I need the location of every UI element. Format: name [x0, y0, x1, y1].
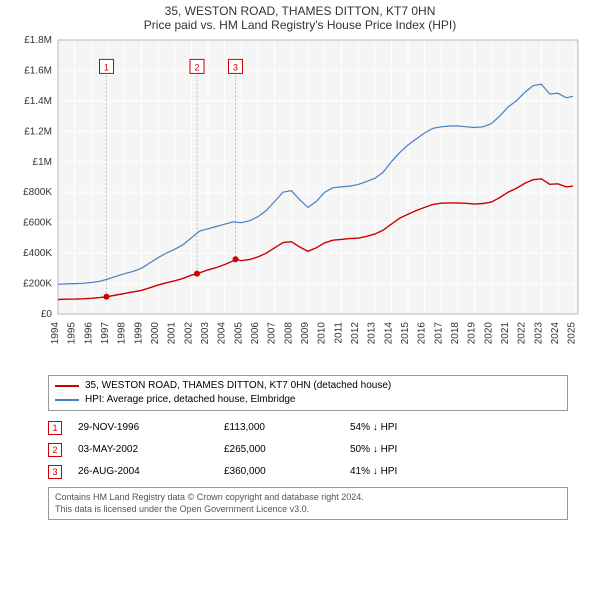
- svg-text:2010: 2010: [317, 322, 328, 345]
- footer-line: Contains HM Land Registry data © Crown c…: [55, 492, 561, 504]
- svg-text:2020: 2020: [483, 322, 494, 345]
- svg-text:1997: 1997: [100, 322, 111, 345]
- svg-text:£200K: £200K: [23, 279, 52, 290]
- legend-label: 35, WESTON ROAD, THAMES DITTON, KT7 0HN …: [85, 379, 391, 393]
- marker-badge: 1: [48, 421, 62, 435]
- svg-text:£1.4M: £1.4M: [24, 96, 52, 107]
- svg-text:2006: 2006: [250, 322, 261, 345]
- marker-table: 1 29-NOV-1996 £113,000 54% ↓ HPI 2 03-MA…: [48, 417, 568, 483]
- svg-text:2014: 2014: [383, 322, 394, 345]
- svg-text:2019: 2019: [467, 322, 478, 345]
- legend: 35, WESTON ROAD, THAMES DITTON, KT7 0HN …: [48, 375, 568, 411]
- svg-text:1994: 1994: [50, 322, 61, 345]
- attribution-footer: Contains HM Land Registry data © Crown c…: [48, 487, 568, 520]
- price-chart: £0 £200K £400K £600K £800K £1M £1.2M £1.4M £1.6M…: [10, 34, 590, 364]
- svg-text:£600K: £600K: [23, 218, 52, 229]
- svg-text:2000: 2000: [150, 322, 161, 345]
- svg-text:1996: 1996: [83, 322, 94, 345]
- svg-text:2022: 2022: [517, 322, 528, 345]
- svg-text:2008: 2008: [283, 322, 294, 345]
- svg-text:£1.6M: £1.6M: [24, 65, 52, 76]
- svg-text:2018: 2018: [450, 322, 461, 345]
- svg-text:£1.2M: £1.2M: [24, 126, 52, 137]
- marker-date: 29-NOV-1996: [78, 417, 218, 439]
- marker-date: 03-MAY-2002: [78, 439, 218, 461]
- chart-title-line1: 35, WESTON ROAD, THAMES DITTON, KT7 0HN: [0, 4, 600, 18]
- svg-text:2007: 2007: [267, 322, 278, 345]
- svg-text:2002: 2002: [183, 322, 194, 345]
- svg-text:2012: 2012: [350, 322, 361, 345]
- svg-text:2003: 2003: [200, 322, 211, 345]
- marker-price: £265,000: [224, 439, 344, 461]
- svg-text:2021: 2021: [500, 322, 511, 345]
- svg-text:2: 2: [194, 62, 199, 72]
- marker-pct: 41% ↓ HPI: [350, 461, 510, 483]
- svg-text:1995: 1995: [67, 322, 78, 345]
- svg-text:3: 3: [233, 62, 238, 72]
- legend-item: 35, WESTON ROAD, THAMES DITTON, KT7 0HN …: [55, 379, 561, 393]
- svg-text:2001: 2001: [167, 322, 178, 345]
- svg-text:2011: 2011: [333, 322, 344, 344]
- svg-text:2004: 2004: [217, 322, 228, 345]
- marker-row: 1 29-NOV-1996 £113,000 54% ↓ HPI: [48, 417, 568, 439]
- marker-pct: 54% ↓ HPI: [350, 417, 510, 439]
- marker-date: 26-AUG-2004: [78, 461, 218, 483]
- svg-text:2025: 2025: [567, 322, 578, 345]
- svg-text:£1.8M: £1.8M: [24, 35, 52, 46]
- marker-pct: 50% ↓ HPI: [350, 439, 510, 461]
- svg-text:2009: 2009: [300, 322, 311, 345]
- legend-swatch: [55, 399, 79, 401]
- svg-text:£400K: £400K: [23, 248, 52, 259]
- legend-label: HPI: Average price, detached house, Elmb…: [85, 393, 296, 407]
- svg-text:2016: 2016: [417, 322, 428, 345]
- marker-badge: 2: [48, 443, 62, 457]
- footer-line: This data is licensed under the Open Gov…: [55, 504, 561, 516]
- svg-text:2024: 2024: [550, 322, 561, 345]
- marker-row: 3 26-AUG-2004 £360,000 41% ↓ HPI: [48, 461, 568, 483]
- svg-text:1: 1: [104, 62, 109, 72]
- svg-text:2005: 2005: [233, 322, 244, 345]
- svg-text:2015: 2015: [400, 322, 411, 345]
- marker-row: 2 03-MAY-2002 £265,000 50% ↓ HPI: [48, 439, 568, 461]
- marker-badge: 3: [48, 465, 62, 479]
- marker-price: £360,000: [224, 461, 344, 483]
- legend-item: HPI: Average price, detached house, Elmb…: [55, 393, 561, 407]
- svg-text:£1M: £1M: [33, 157, 52, 168]
- svg-text:£0: £0: [41, 309, 53, 320]
- legend-swatch: [55, 385, 79, 387]
- svg-text:2017: 2017: [433, 322, 444, 345]
- svg-text:2023: 2023: [533, 322, 544, 345]
- svg-text:1999: 1999: [133, 322, 144, 345]
- marker-price: £113,000: [224, 417, 344, 439]
- chart-title-line2: Price paid vs. HM Land Registry's House …: [0, 18, 600, 32]
- svg-text:1998: 1998: [117, 322, 128, 345]
- svg-text:2013: 2013: [367, 322, 378, 345]
- svg-text:£800K: £800K: [23, 187, 52, 198]
